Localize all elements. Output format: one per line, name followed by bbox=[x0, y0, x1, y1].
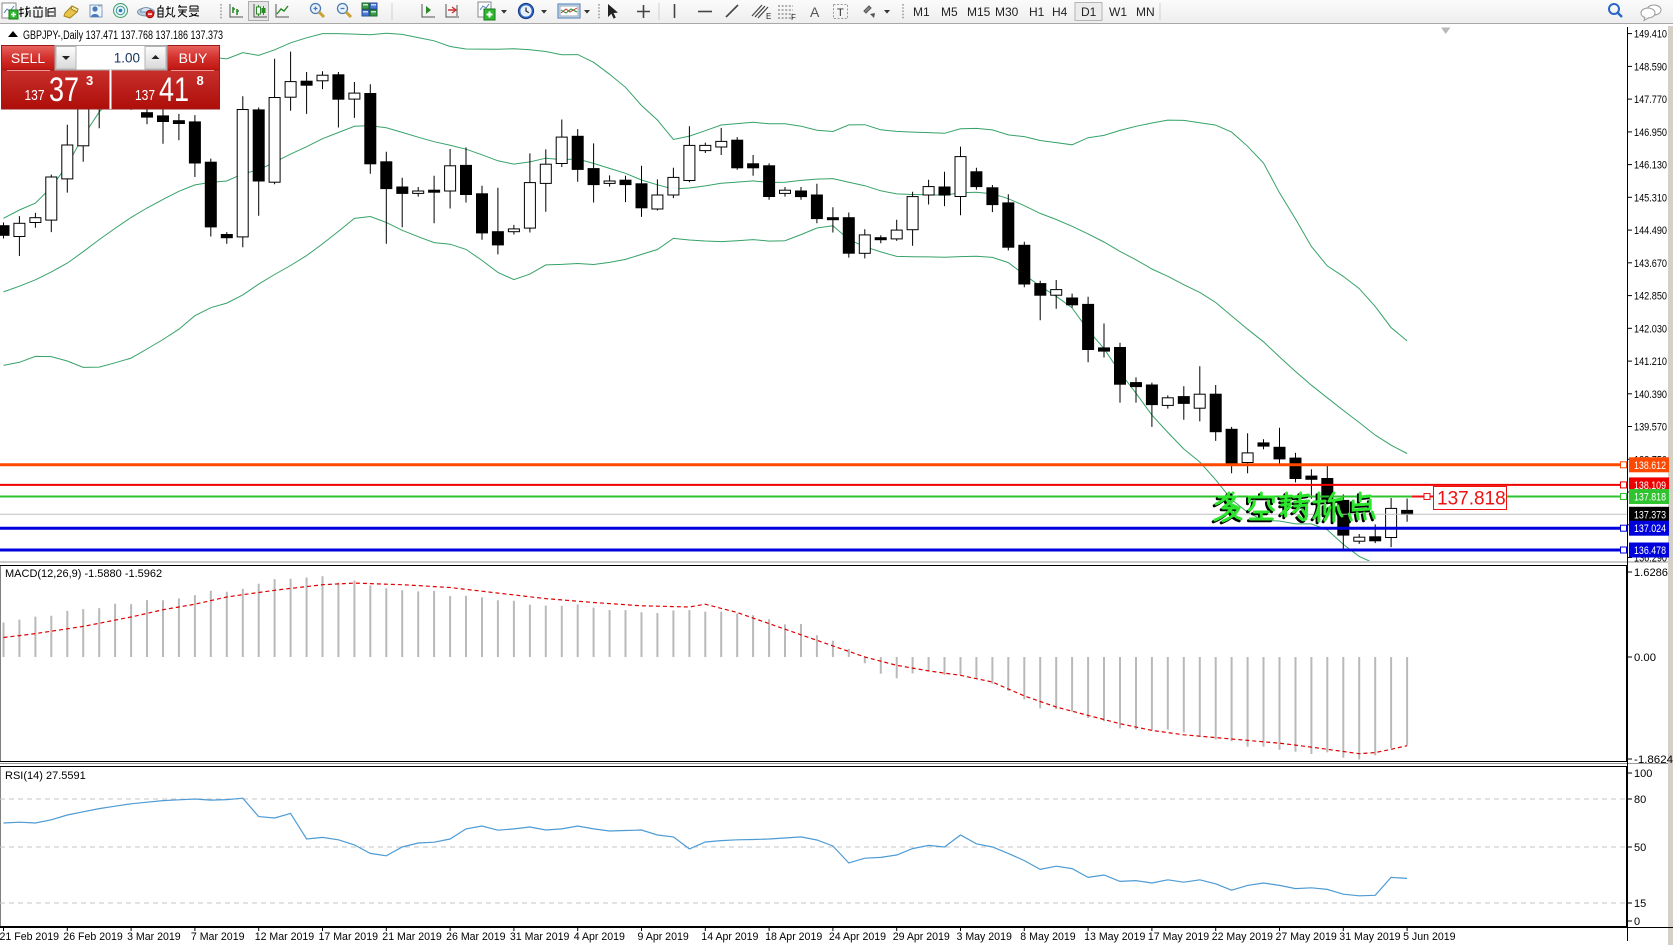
svg-text:17 Mar 2019: 17 Mar 2019 bbox=[319, 931, 379, 943]
svg-text:MN: MN bbox=[1136, 5, 1155, 19]
svg-text:9 Apr 2019: 9 Apr 2019 bbox=[638, 931, 689, 943]
svg-text:8 May 2019: 8 May 2019 bbox=[1020, 931, 1075, 943]
svg-text:0.00: 0.00 bbox=[1634, 652, 1656, 664]
svg-text:147.770: 147.770 bbox=[1634, 94, 1667, 106]
svg-text:137.818: 137.818 bbox=[1634, 492, 1666, 504]
svg-text:M30: M30 bbox=[995, 5, 1019, 19]
svg-text:15: 15 bbox=[1634, 898, 1646, 910]
svg-text:27 May 2019: 27 May 2019 bbox=[1276, 931, 1337, 943]
svg-text:4 Apr 2019: 4 Apr 2019 bbox=[574, 931, 625, 943]
svg-text:136.478: 136.478 bbox=[1634, 545, 1666, 557]
svg-text:H4: H4 bbox=[1052, 5, 1068, 19]
svg-text:1.00: 1.00 bbox=[114, 51, 140, 66]
svg-text:24 Apr 2019: 24 Apr 2019 bbox=[829, 931, 886, 943]
svg-text:14 Apr 2019: 14 Apr 2019 bbox=[701, 931, 758, 943]
svg-text:138.612: 138.612 bbox=[1634, 460, 1666, 472]
svg-text:138.109: 138.109 bbox=[1634, 480, 1666, 492]
svg-text:M1: M1 bbox=[913, 5, 930, 19]
svg-text:3: 3 bbox=[86, 73, 93, 88]
svg-text:146.950: 146.950 bbox=[1634, 127, 1667, 139]
svg-text:H1: H1 bbox=[1029, 5, 1045, 19]
svg-text:F: F bbox=[791, 13, 796, 22]
svg-text:41: 41 bbox=[159, 71, 189, 109]
svg-text:100: 100 bbox=[1634, 768, 1652, 780]
svg-text:137.818: 137.818 bbox=[1437, 489, 1506, 510]
svg-text:M5: M5 bbox=[941, 5, 958, 19]
svg-text:T: T bbox=[837, 7, 844, 19]
svg-text:MACD(12,26,9) -1.5880 -1.5962: MACD(12,26,9) -1.5880 -1.5962 bbox=[5, 568, 162, 580]
svg-text:141.210: 141.210 bbox=[1634, 356, 1667, 368]
svg-text:142.030: 142.030 bbox=[1634, 323, 1667, 335]
svg-text:W1: W1 bbox=[1109, 5, 1127, 19]
svg-text:BUY: BUY bbox=[179, 50, 208, 66]
svg-text:37: 37 bbox=[49, 71, 79, 109]
svg-text:26 Feb 2019: 26 Feb 2019 bbox=[63, 931, 123, 943]
svg-text:M15: M15 bbox=[967, 5, 991, 19]
svg-text:146.130: 146.130 bbox=[1634, 160, 1667, 172]
svg-text:149.410: 149.410 bbox=[1634, 29, 1667, 41]
svg-text:148.590: 148.590 bbox=[1634, 61, 1667, 73]
svg-text:GBPJPY-,Daily 137.471 137.768: GBPJPY-,Daily 137.471 137.768 137.186 13… bbox=[23, 30, 223, 42]
svg-text:80: 80 bbox=[1634, 794, 1646, 806]
svg-text:21 Feb 2019: 21 Feb 2019 bbox=[0, 931, 59, 943]
svg-text:144.490: 144.490 bbox=[1634, 225, 1667, 237]
svg-text:140.390: 140.390 bbox=[1634, 389, 1667, 401]
svg-text:RSI(14) 27.5591: RSI(14) 27.5591 bbox=[5, 770, 86, 782]
svg-text:22 May 2019: 22 May 2019 bbox=[1212, 931, 1273, 943]
svg-text:137: 137 bbox=[135, 87, 155, 104]
svg-text:26 Mar 2019: 26 Mar 2019 bbox=[446, 931, 506, 943]
svg-text:139.570: 139.570 bbox=[1634, 422, 1667, 434]
svg-text:E: E bbox=[766, 12, 771, 21]
svg-text:137.024: 137.024 bbox=[1634, 523, 1666, 535]
svg-text:13 May 2019: 13 May 2019 bbox=[1084, 931, 1145, 943]
svg-text:31 May 2019: 31 May 2019 bbox=[1339, 931, 1400, 943]
svg-text:0: 0 bbox=[1634, 916, 1640, 928]
svg-text:3 May 2019: 3 May 2019 bbox=[957, 931, 1012, 943]
svg-text:12 Mar 2019: 12 Mar 2019 bbox=[255, 931, 315, 943]
svg-text:145.310: 145.310 bbox=[1634, 192, 1667, 204]
svg-text:31 Mar 2019: 31 Mar 2019 bbox=[510, 931, 570, 943]
svg-text:SELL: SELL bbox=[11, 50, 45, 66]
svg-text:143.670: 143.670 bbox=[1634, 258, 1667, 270]
svg-text:3 Mar 2019: 3 Mar 2019 bbox=[127, 931, 181, 943]
svg-text:1.6286: 1.6286 bbox=[1634, 567, 1668, 579]
svg-text:18 Apr 2019: 18 Apr 2019 bbox=[765, 931, 822, 943]
svg-text:17 May 2019: 17 May 2019 bbox=[1148, 931, 1209, 943]
svg-text:A: A bbox=[810, 4, 820, 20]
svg-text:137.373: 137.373 bbox=[1634, 509, 1666, 521]
svg-text:-1.8624: -1.8624 bbox=[1634, 754, 1673, 766]
svg-text:7 Mar 2019: 7 Mar 2019 bbox=[191, 931, 245, 943]
svg-text:50: 50 bbox=[1634, 842, 1646, 854]
svg-text:137: 137 bbox=[25, 87, 45, 104]
svg-text:21 Mar 2019: 21 Mar 2019 bbox=[382, 931, 442, 943]
svg-text:5 Jun 2019: 5 Jun 2019 bbox=[1403, 931, 1456, 943]
svg-text:142.850: 142.850 bbox=[1634, 291, 1667, 303]
svg-text:29 Apr 2019: 29 Apr 2019 bbox=[893, 931, 950, 943]
svg-text:8: 8 bbox=[197, 73, 204, 88]
svg-text:D1: D1 bbox=[1081, 5, 1097, 19]
